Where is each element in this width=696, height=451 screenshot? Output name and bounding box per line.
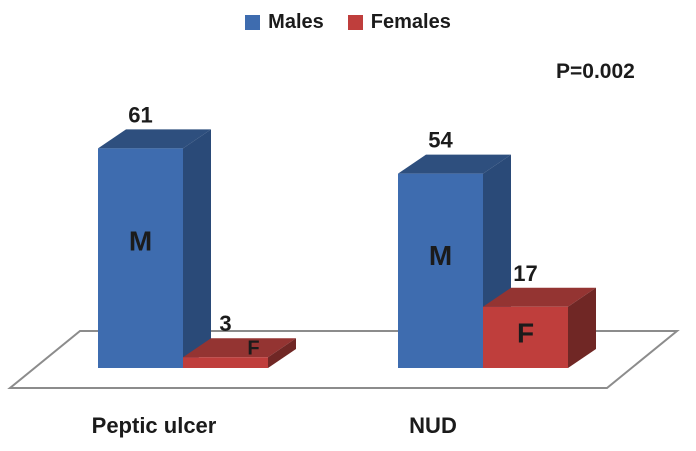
category-label-nud: NUD — [409, 413, 457, 438]
bar-front-females-nud — [483, 306, 568, 368]
bar-top-males-peptic-ulcer — [98, 129, 211, 149]
legend-item-females: Females — [347, 11, 451, 34]
letter-label-females-nud: F — [517, 318, 534, 349]
females-swatch-icon — [347, 15, 363, 30]
p-value-annotation: P=0.002 — [556, 60, 635, 83]
legend-label-males: Males — [268, 11, 324, 33]
legend: Males Females — [0, 11, 696, 34]
bar-front-females-peptic-ulcer — [183, 357, 268, 368]
value-label-females-nud: 17 — [513, 261, 537, 286]
legend-label-females: Females — [370, 11, 451, 33]
legend-item-males: Males — [245, 11, 324, 34]
bar-front-males-peptic-ulcer — [98, 148, 183, 368]
bar-top-females-nud — [483, 287, 596, 307]
letter-label-males-nud: M — [429, 240, 452, 271]
bar-side-females-nud — [568, 287, 596, 368]
bar-side-females-peptic-ulcer — [268, 338, 296, 368]
males-swatch-icon — [245, 15, 261, 30]
bar-front-males-nud — [398, 173, 483, 368]
letter-label-males-peptic-ulcer: M — [129, 226, 152, 257]
bar-side-males-peptic-ulcer — [183, 129, 211, 368]
value-label-males-peptic-ulcer: 61 — [128, 102, 152, 127]
category-label-peptic-ulcer: Peptic ulcer — [91, 413, 217, 438]
bar-top-females-peptic-ulcer — [183, 338, 296, 358]
bar-top-males-nud — [398, 154, 511, 174]
value-label-males-nud: 54 — [428, 128, 453, 153]
letter-label-females-peptic-ulcer: F — [247, 338, 259, 360]
value-label-females-peptic-ulcer: 3 — [219, 311, 231, 336]
